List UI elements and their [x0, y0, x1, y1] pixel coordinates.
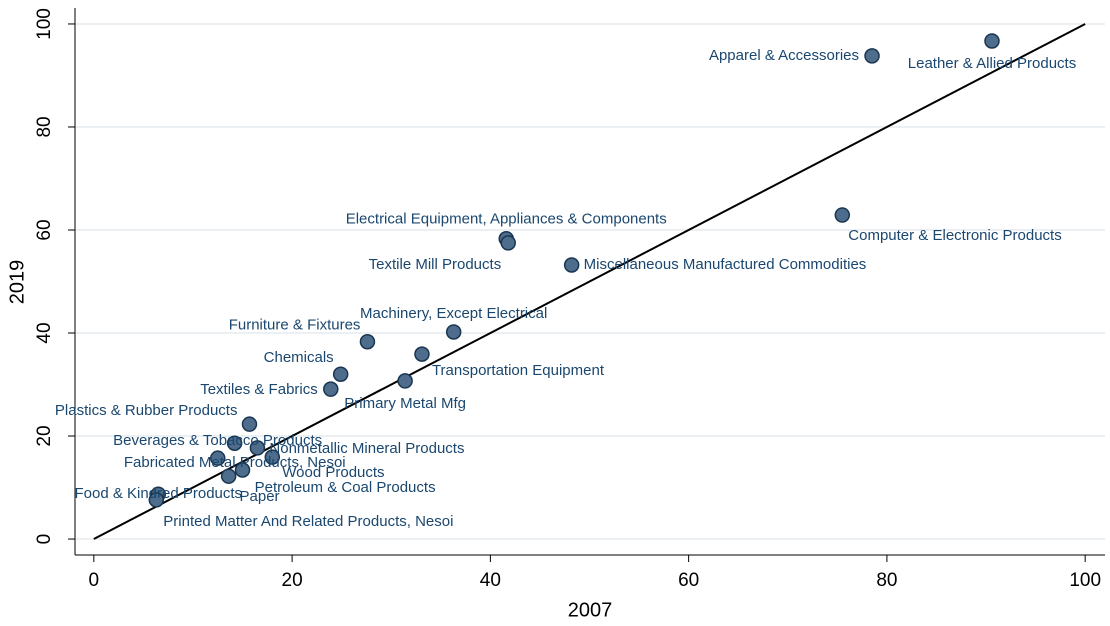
- point-label: Textiles & Fabrics: [200, 381, 318, 398]
- point: [148, 492, 165, 508]
- x-tick-label: 20: [282, 570, 303, 591]
- point-label: Apparel & Accessories: [709, 47, 859, 64]
- x-axis-title: 2007: [568, 599, 613, 621]
- y-tick-label: 20: [34, 425, 55, 446]
- point-label: Plastics & Rubber Products: [55, 402, 238, 419]
- point: [864, 48, 880, 64]
- point: [445, 324, 462, 340]
- point-label: Beverages & Tobacco Products: [113, 432, 322, 449]
- y-tick-label: 40: [34, 322, 55, 343]
- point-label: Nonmetallic Mineral Products: [269, 440, 464, 457]
- point-label: Food & Kindred Products: [74, 485, 242, 502]
- y-tick-label: 100: [34, 8, 55, 40]
- point-label: Leather & Allied Products: [908, 55, 1076, 72]
- point-label: Textile Mill Products: [369, 256, 502, 273]
- point: [397, 373, 413, 389]
- point-label: Computer & Electronic Products: [848, 227, 1061, 244]
- point-label: Miscellaneous Manufactured Commodities: [584, 256, 867, 273]
- point: [414, 346, 430, 362]
- x-tick-label: 100: [1069, 570, 1101, 591]
- point: [241, 416, 258, 432]
- point: [226, 435, 243, 451]
- point-label: Paper: [240, 488, 280, 505]
- point: [984, 33, 1000, 49]
- point: [234, 462, 251, 478]
- point: [563, 257, 580, 273]
- point-label: Transportation Equipment: [432, 362, 605, 379]
- y-tick-label: 80: [34, 116, 55, 137]
- point: [264, 449, 281, 465]
- point: [210, 450, 226, 466]
- point: [834, 207, 851, 223]
- point-label: Machinery, Except Electrical: [360, 305, 547, 322]
- point: [249, 440, 266, 456]
- point: [359, 334, 376, 350]
- x-tick-label: 80: [876, 570, 897, 591]
- point: [323, 381, 339, 397]
- y-tick-label: 0: [34, 534, 55, 545]
- point: [500, 235, 516, 251]
- x-tick-label: 60: [678, 570, 699, 591]
- point: [332, 366, 349, 382]
- x-tick-label: 0: [89, 570, 100, 591]
- point-label: Fabricated Metal Products, Nesoi: [124, 454, 346, 471]
- point-label: Electrical Equipment, Appliances & Compo…: [346, 211, 667, 228]
- point-label: Printed Matter And Related Products, Nes…: [163, 513, 453, 530]
- point-label: Primary Metal Mfg: [344, 395, 466, 412]
- point-label: Wood Products: [282, 464, 384, 481]
- y-tick-label: 60: [34, 219, 55, 240]
- point-label: Petroleum & Coal Products: [255, 479, 436, 496]
- x-tick-label: 40: [480, 570, 501, 591]
- point: [220, 468, 237, 484]
- point-label: Furniture & Fixtures: [229, 317, 361, 334]
- point-label: Chemicals: [264, 349, 334, 366]
- y-axis-title: 2019: [6, 260, 28, 305]
